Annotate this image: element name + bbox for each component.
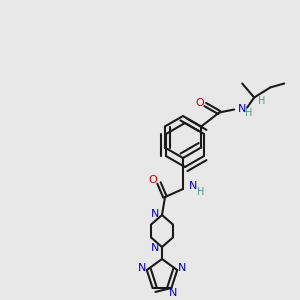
Text: N: N [151,243,159,253]
Text: N: N [178,263,186,273]
Text: H: H [197,187,205,197]
Text: H: H [259,95,266,106]
Text: O: O [148,175,158,185]
Text: N: N [238,103,246,113]
Text: O: O [196,98,205,109]
Text: N: N [151,209,159,219]
Text: H: H [245,107,253,118]
Text: N: N [169,288,178,298]
Text: N: N [138,263,146,273]
Text: N: N [189,181,197,191]
